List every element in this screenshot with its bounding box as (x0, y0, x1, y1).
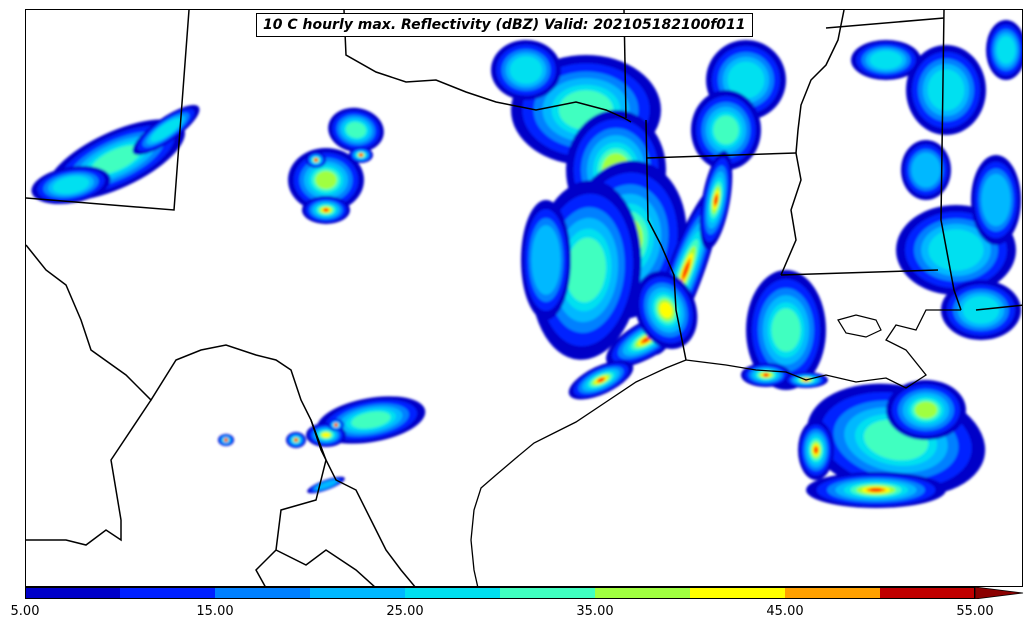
colorbar-cell (310, 587, 406, 599)
colorbar-cell (690, 587, 786, 599)
reflectivity-contour (727, 61, 765, 99)
ms-tn-border (825, 17, 945, 29)
reflectivity-contour (334, 423, 338, 427)
colorbar-cell (120, 587, 216, 599)
colorbar-cell (595, 587, 691, 599)
reflectivity-contour (345, 122, 367, 138)
reflectivity-contour (713, 195, 719, 205)
reflectivity-contour (322, 432, 330, 438)
map-title: 10 C hourly max. Reflectivity (dBZ) Vali… (256, 13, 753, 37)
reflectivity-contour (531, 225, 561, 295)
reflectivity-contour (869, 50, 903, 70)
ar-la-border (645, 152, 797, 159)
reflectivity-contour (771, 308, 801, 352)
reflectivity-contour (294, 438, 298, 442)
reflectivity-contour (981, 173, 1011, 227)
reflectivity-contour (914, 401, 938, 419)
reflectivity-contour (869, 488, 883, 492)
reflectivity-contour (150, 118, 182, 142)
mexico-state-2 (255, 419, 327, 586)
colorbar (25, 587, 1024, 599)
colorbar-outline (25, 587, 975, 599)
reflectivity-contour (509, 56, 543, 84)
tx-coast (470, 359, 687, 586)
mexico-state-3 (275, 549, 375, 586)
reflectivity-contour (351, 411, 391, 429)
colorbar-cell (405, 587, 501, 599)
la-coast (685, 309, 961, 389)
ms-river-north (795, 10, 845, 154)
al-fl-border (975, 304, 1022, 311)
reflectivity-contour (642, 337, 650, 343)
reflectivity-field (31, 20, 1022, 508)
ms-river (780, 152, 802, 276)
colorbar-cell (215, 587, 311, 599)
ms-al-border (940, 10, 962, 311)
reflectivity-contour (359, 153, 363, 157)
lake-pontchartrain (837, 314, 882, 338)
colorbar-cell (500, 587, 596, 599)
colorbar-tick-label: 35.00 (576, 604, 614, 619)
reflectivity-contour (911, 152, 941, 188)
rio-grande (26, 244, 416, 586)
mexico-state-1 (26, 399, 152, 546)
reflectivity-contour (314, 158, 318, 162)
map-panel (25, 9, 1023, 587)
reflectivity-contour (598, 377, 604, 383)
colorbar-tick-label: 45.00 (766, 604, 804, 619)
reflectivity-contour (323, 208, 329, 212)
colorbar-tick-label: 5.00 (10, 604, 40, 619)
tx-la-border (645, 119, 687, 361)
reflectivity-contour (814, 447, 818, 453)
colorbar-cell (880, 587, 975, 599)
reflectivity-contour (927, 69, 965, 111)
nm-east-border (26, 10, 190, 211)
oklahoma-border (343, 10, 632, 123)
la-ms-border (780, 269, 939, 276)
reflectivity-contour (224, 438, 228, 442)
reflectivity-contour (763, 373, 769, 377)
reflectivity-contour (91, 145, 141, 175)
reflectivity-contour (928, 229, 984, 271)
colorbar-tick-label: 25.00 (386, 604, 424, 619)
reflectivity-contour (315, 171, 337, 189)
reflectivity-contour (996, 36, 1016, 64)
reflectivity-contour (566, 237, 606, 303)
colorbar-tick-label: 15.00 (196, 604, 234, 619)
reflectivity-contour (52, 176, 90, 194)
reflectivity-contour (659, 302, 673, 318)
state-borders (26, 10, 1022, 586)
colorbar-extend-arrow (974, 587, 1024, 599)
reflectivity-contour (713, 115, 739, 145)
colorbar-cell (785, 587, 881, 599)
colorbar-cell (25, 587, 121, 599)
reflectivity-contour (315, 480, 337, 490)
reflectivity-contour (682, 262, 690, 278)
reflectivity-map (26, 10, 1022, 586)
colorbar-tick-label: 55.00 (956, 604, 994, 619)
